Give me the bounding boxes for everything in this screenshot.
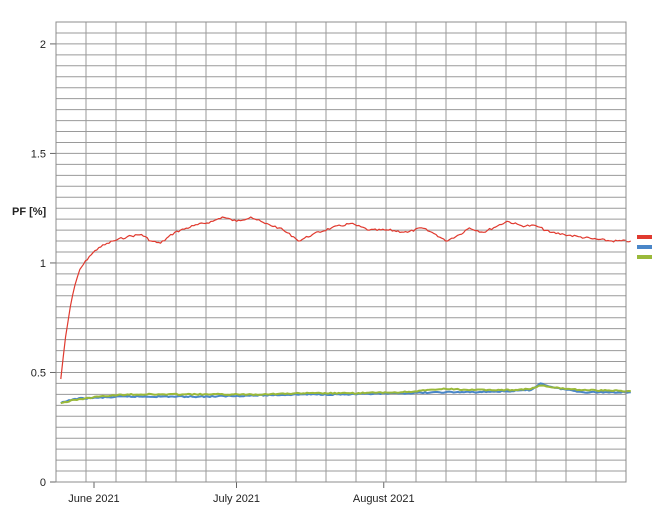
y-tick-label: 0.5 xyxy=(31,367,46,379)
x-axis-ticks: June 2021 July 2021 August 2021 xyxy=(68,482,415,505)
legend-swatch-1 xyxy=(637,235,652,239)
series-lines xyxy=(60,216,632,405)
x-tick-label: August 2021 xyxy=(353,493,415,505)
y-tick-label: 2 xyxy=(40,39,46,51)
legend-swatch-3 xyxy=(637,255,652,259)
x-tick-label: June 2021 xyxy=(68,493,119,505)
x-tick-label: July 2021 xyxy=(213,493,260,505)
y-axis-title: PF [%] xyxy=(12,206,47,218)
y-tick-label: 1.5 xyxy=(31,148,46,160)
y-tick-label: 0 xyxy=(40,477,46,489)
series-line-1 xyxy=(60,216,632,380)
y-axis-ticks: 0 0.5 1 1.5 2 xyxy=(31,39,56,489)
legend-swatch-2 xyxy=(637,245,652,249)
grid-lines xyxy=(56,21,626,482)
series-line-3 xyxy=(60,384,631,405)
legend xyxy=(637,235,652,259)
plot-border xyxy=(55,21,627,483)
y-tick-label: 1 xyxy=(40,258,46,270)
